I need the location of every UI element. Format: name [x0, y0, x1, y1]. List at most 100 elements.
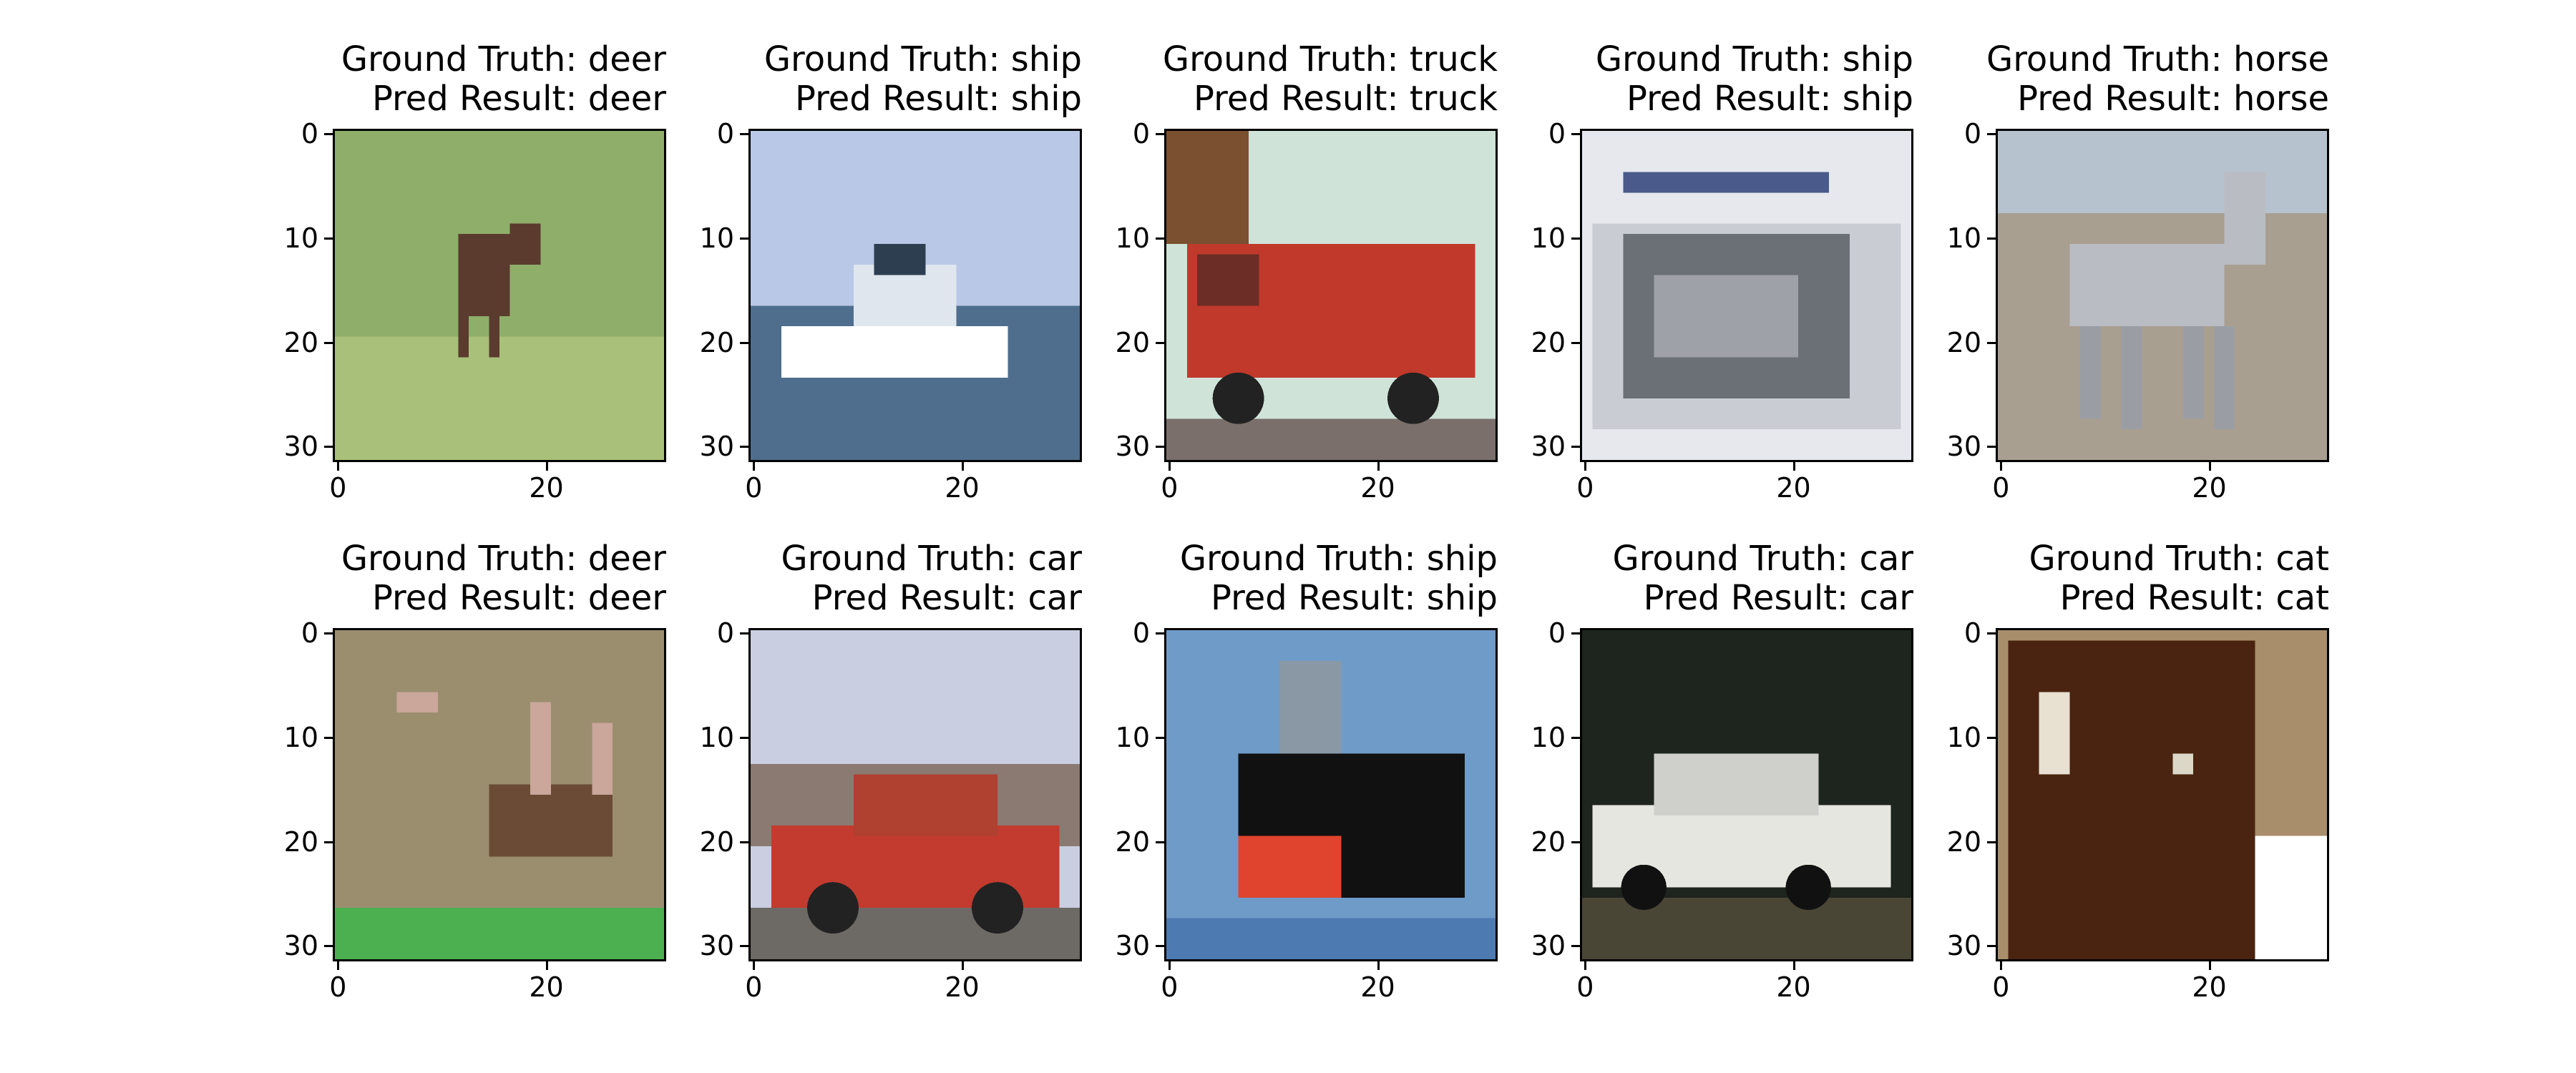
y-tick-label: 20 — [1946, 825, 1981, 858]
x-tick-mark — [2000, 462, 2003, 471]
x-tick-mark — [753, 961, 756, 970]
y-tick-label: 20 — [283, 326, 318, 358]
y-tick-label: 0 — [1963, 118, 1981, 150]
x-tick-mark — [2208, 961, 2211, 970]
x-tick-label: 20 — [945, 472, 980, 504]
y-tick-mark — [1156, 341, 1164, 344]
y-tick-label: 0 — [1132, 617, 1150, 650]
y-tick-mark — [324, 736, 333, 739]
x-tick-mark — [545, 462, 548, 471]
y-tick-mark — [1571, 446, 1580, 449]
ground-truth-label: Ground Truth: car — [781, 539, 1082, 579]
y-tick-label: 0 — [716, 617, 734, 650]
y-tick-label: 30 — [1115, 431, 1150, 463]
y-tick-label: 20 — [699, 326, 734, 358]
y-tick-label: 30 — [283, 930, 318, 962]
y-tick-label: 20 — [1946, 326, 1981, 358]
pred-result-label: Pred Result: ship — [1626, 79, 1913, 119]
x-tick-label: 0 — [1161, 472, 1179, 504]
x-tick-mark — [753, 462, 756, 471]
y-tick-label: 10 — [1946, 222, 1981, 254]
y-tick-mark — [1156, 841, 1164, 843]
y-tick-mark — [740, 341, 748, 344]
y-tick-mark — [1987, 133, 1996, 136]
x-tick-mark — [1169, 462, 1171, 471]
y-tick-mark — [740, 632, 748, 635]
sample-image — [1164, 129, 1498, 462]
pred-result-label: Pred Result: ship — [1210, 578, 1498, 618]
sample-image — [748, 628, 1082, 961]
pred-result-label: Pred Result: horse — [2017, 79, 2329, 119]
y-tick-mark — [1156, 945, 1164, 948]
x-tick-mark — [1792, 961, 1795, 970]
y-tick-mark — [324, 446, 333, 449]
x-tick-label: 20 — [1360, 971, 1395, 1003]
y-tick-mark — [1571, 841, 1580, 843]
pred-result-label: Pred Result: deer — [371, 79, 666, 119]
y-tick-mark — [1987, 237, 1996, 240]
y-tick-mark — [1156, 237, 1164, 240]
x-tick-label: 20 — [945, 971, 980, 1003]
y-tick-label: 0 — [301, 617, 318, 650]
sample-image — [1996, 628, 2329, 961]
y-tick-mark — [324, 841, 333, 843]
y-tick-label: 30 — [1531, 930, 1566, 962]
pred-result-label: Pred Result: ship — [794, 79, 1082, 119]
sample-image — [1580, 628, 1913, 961]
y-tick-label: 30 — [1946, 930, 1981, 962]
y-tick-mark — [324, 341, 333, 344]
y-tick-label: 30 — [699, 930, 734, 962]
y-tick-label: 0 — [301, 118, 318, 150]
x-tick-label: 20 — [1360, 472, 1395, 504]
ground-truth-label: Ground Truth: ship — [1595, 39, 1913, 79]
y-tick-mark — [324, 237, 333, 240]
x-tick-label: 20 — [1776, 472, 1811, 504]
y-tick-mark — [740, 237, 748, 240]
x-tick-mark — [1792, 462, 1795, 471]
x-tick-label: 0 — [329, 971, 347, 1003]
x-tick-label: 20 — [2192, 971, 2227, 1003]
y-tick-label: 30 — [699, 431, 734, 463]
y-tick-mark — [1156, 133, 1164, 136]
x-tick-label: 0 — [745, 472, 763, 504]
y-tick-mark — [1571, 945, 1580, 948]
ground-truth-label: Ground Truth: truck — [1162, 39, 1498, 79]
x-tick-mark — [1584, 961, 1587, 970]
pred-result-label: Pred Result: car — [811, 578, 1082, 618]
x-tick-label: 0 — [745, 971, 763, 1003]
y-tick-label: 10 — [1115, 721, 1150, 753]
x-tick-label: 20 — [529, 472, 564, 504]
y-tick-mark — [324, 133, 333, 136]
y-tick-label: 0 — [1548, 617, 1566, 650]
x-tick-label: 20 — [1776, 971, 1811, 1003]
y-tick-label: 0 — [1548, 118, 1566, 150]
pred-result-label: Pred Result: car — [1643, 578, 1913, 618]
y-tick-mark — [1571, 736, 1580, 739]
sample-image — [1164, 628, 1498, 961]
y-tick-label: 0 — [1963, 617, 1981, 650]
y-tick-label: 0 — [1132, 118, 1150, 150]
ground-truth-label: Ground Truth: horse — [1986, 39, 2329, 79]
y-tick-mark — [1156, 446, 1164, 449]
x-tick-label: 0 — [1161, 971, 1179, 1003]
y-tick-mark — [1987, 945, 1996, 948]
y-tick-mark — [740, 736, 748, 739]
x-tick-mark — [2208, 462, 2211, 471]
y-tick-label: 20 — [283, 825, 318, 858]
x-tick-label: 20 — [529, 971, 564, 1003]
y-tick-label: 20 — [1115, 825, 1150, 858]
x-tick-label: 0 — [329, 472, 347, 504]
y-tick-label: 20 — [1115, 326, 1150, 358]
y-tick-label: 30 — [1946, 431, 1981, 463]
y-tick-mark — [1987, 341, 1996, 344]
y-tick-mark — [1987, 632, 1996, 635]
y-tick-mark — [1156, 632, 1164, 635]
pred-result-label: Pred Result: cat — [2059, 578, 2329, 618]
y-tick-label: 10 — [1531, 222, 1566, 254]
y-tick-label: 10 — [699, 721, 734, 753]
y-tick-mark — [740, 945, 748, 948]
ground-truth-label: Ground Truth: car — [1612, 539, 1913, 579]
y-tick-mark — [1156, 736, 1164, 739]
y-tick-mark — [324, 945, 333, 948]
y-tick-label: 0 — [716, 118, 734, 150]
